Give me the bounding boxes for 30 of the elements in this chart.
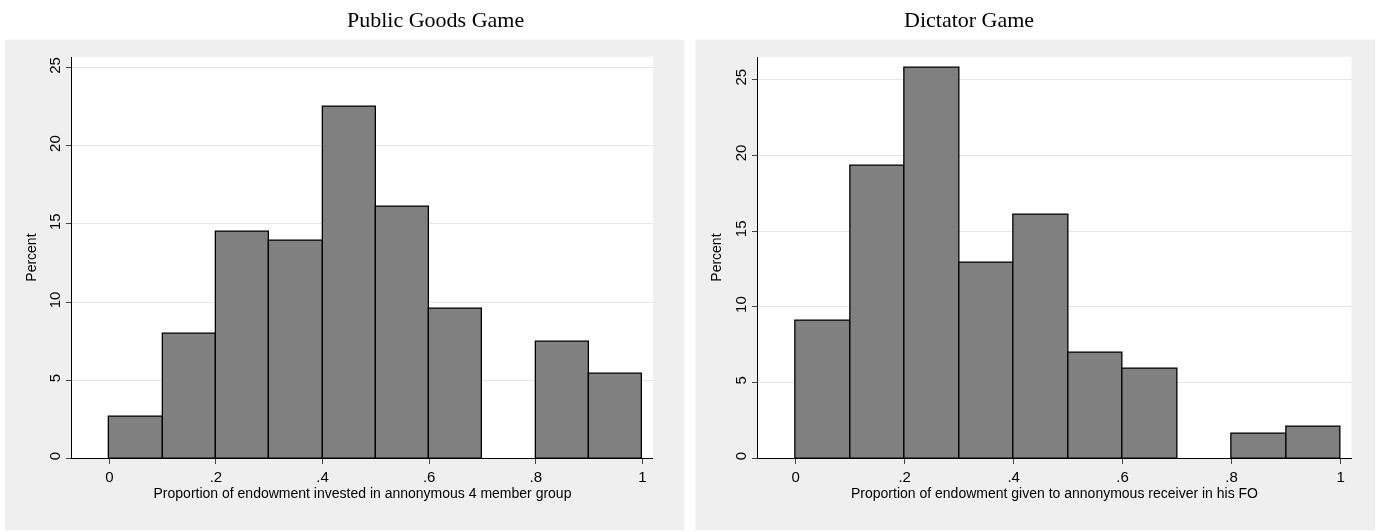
x-tick-label: 1 xyxy=(638,468,647,486)
y-tick-label: 5 xyxy=(46,373,63,383)
chart-title: Public Goods Game xyxy=(347,7,525,32)
x-tick-label: 0 xyxy=(791,468,800,486)
y-tick-label: 25 xyxy=(731,68,749,86)
y-tick-label: 20 xyxy=(731,144,749,162)
x-tick-label: 1 xyxy=(1336,468,1345,486)
y-axis-title: Percent xyxy=(22,233,39,282)
x-tick-label: 0 xyxy=(105,468,114,486)
y-tick-label: 5 xyxy=(731,376,749,385)
x-tick-label: .4 xyxy=(316,468,329,486)
x-tick-label: .2 xyxy=(898,468,911,486)
y-tick-label: 20 xyxy=(46,135,63,152)
x-tick-label: .2 xyxy=(209,468,223,486)
x-tick-label: .6 xyxy=(422,468,436,486)
y-tick-label: 15 xyxy=(46,213,63,231)
x-tick-label: .8 xyxy=(1225,468,1238,486)
y-axis-title: Percent xyxy=(708,233,725,282)
x-tick-label: .4 xyxy=(1007,468,1020,486)
x-tick-label: .8 xyxy=(529,468,542,486)
x-axis-title: Proportion of endowment invested in annonymous 4 member group xyxy=(153,485,572,502)
y-tick-label: 0 xyxy=(731,452,749,461)
x-tick-label: .6 xyxy=(1116,468,1129,486)
y-tick-label: 15 xyxy=(731,220,749,238)
y-tick-label: 25 xyxy=(46,57,63,74)
y-tick-label: 10 xyxy=(46,291,63,309)
x-axis-title: Proportion of endowment given to annonymous receiver in his FO xyxy=(851,485,1259,502)
y-tick-label: 10 xyxy=(731,296,749,313)
y-tick-label: 0 xyxy=(46,452,63,461)
chart-title: Dictator Game xyxy=(904,7,1035,32)
